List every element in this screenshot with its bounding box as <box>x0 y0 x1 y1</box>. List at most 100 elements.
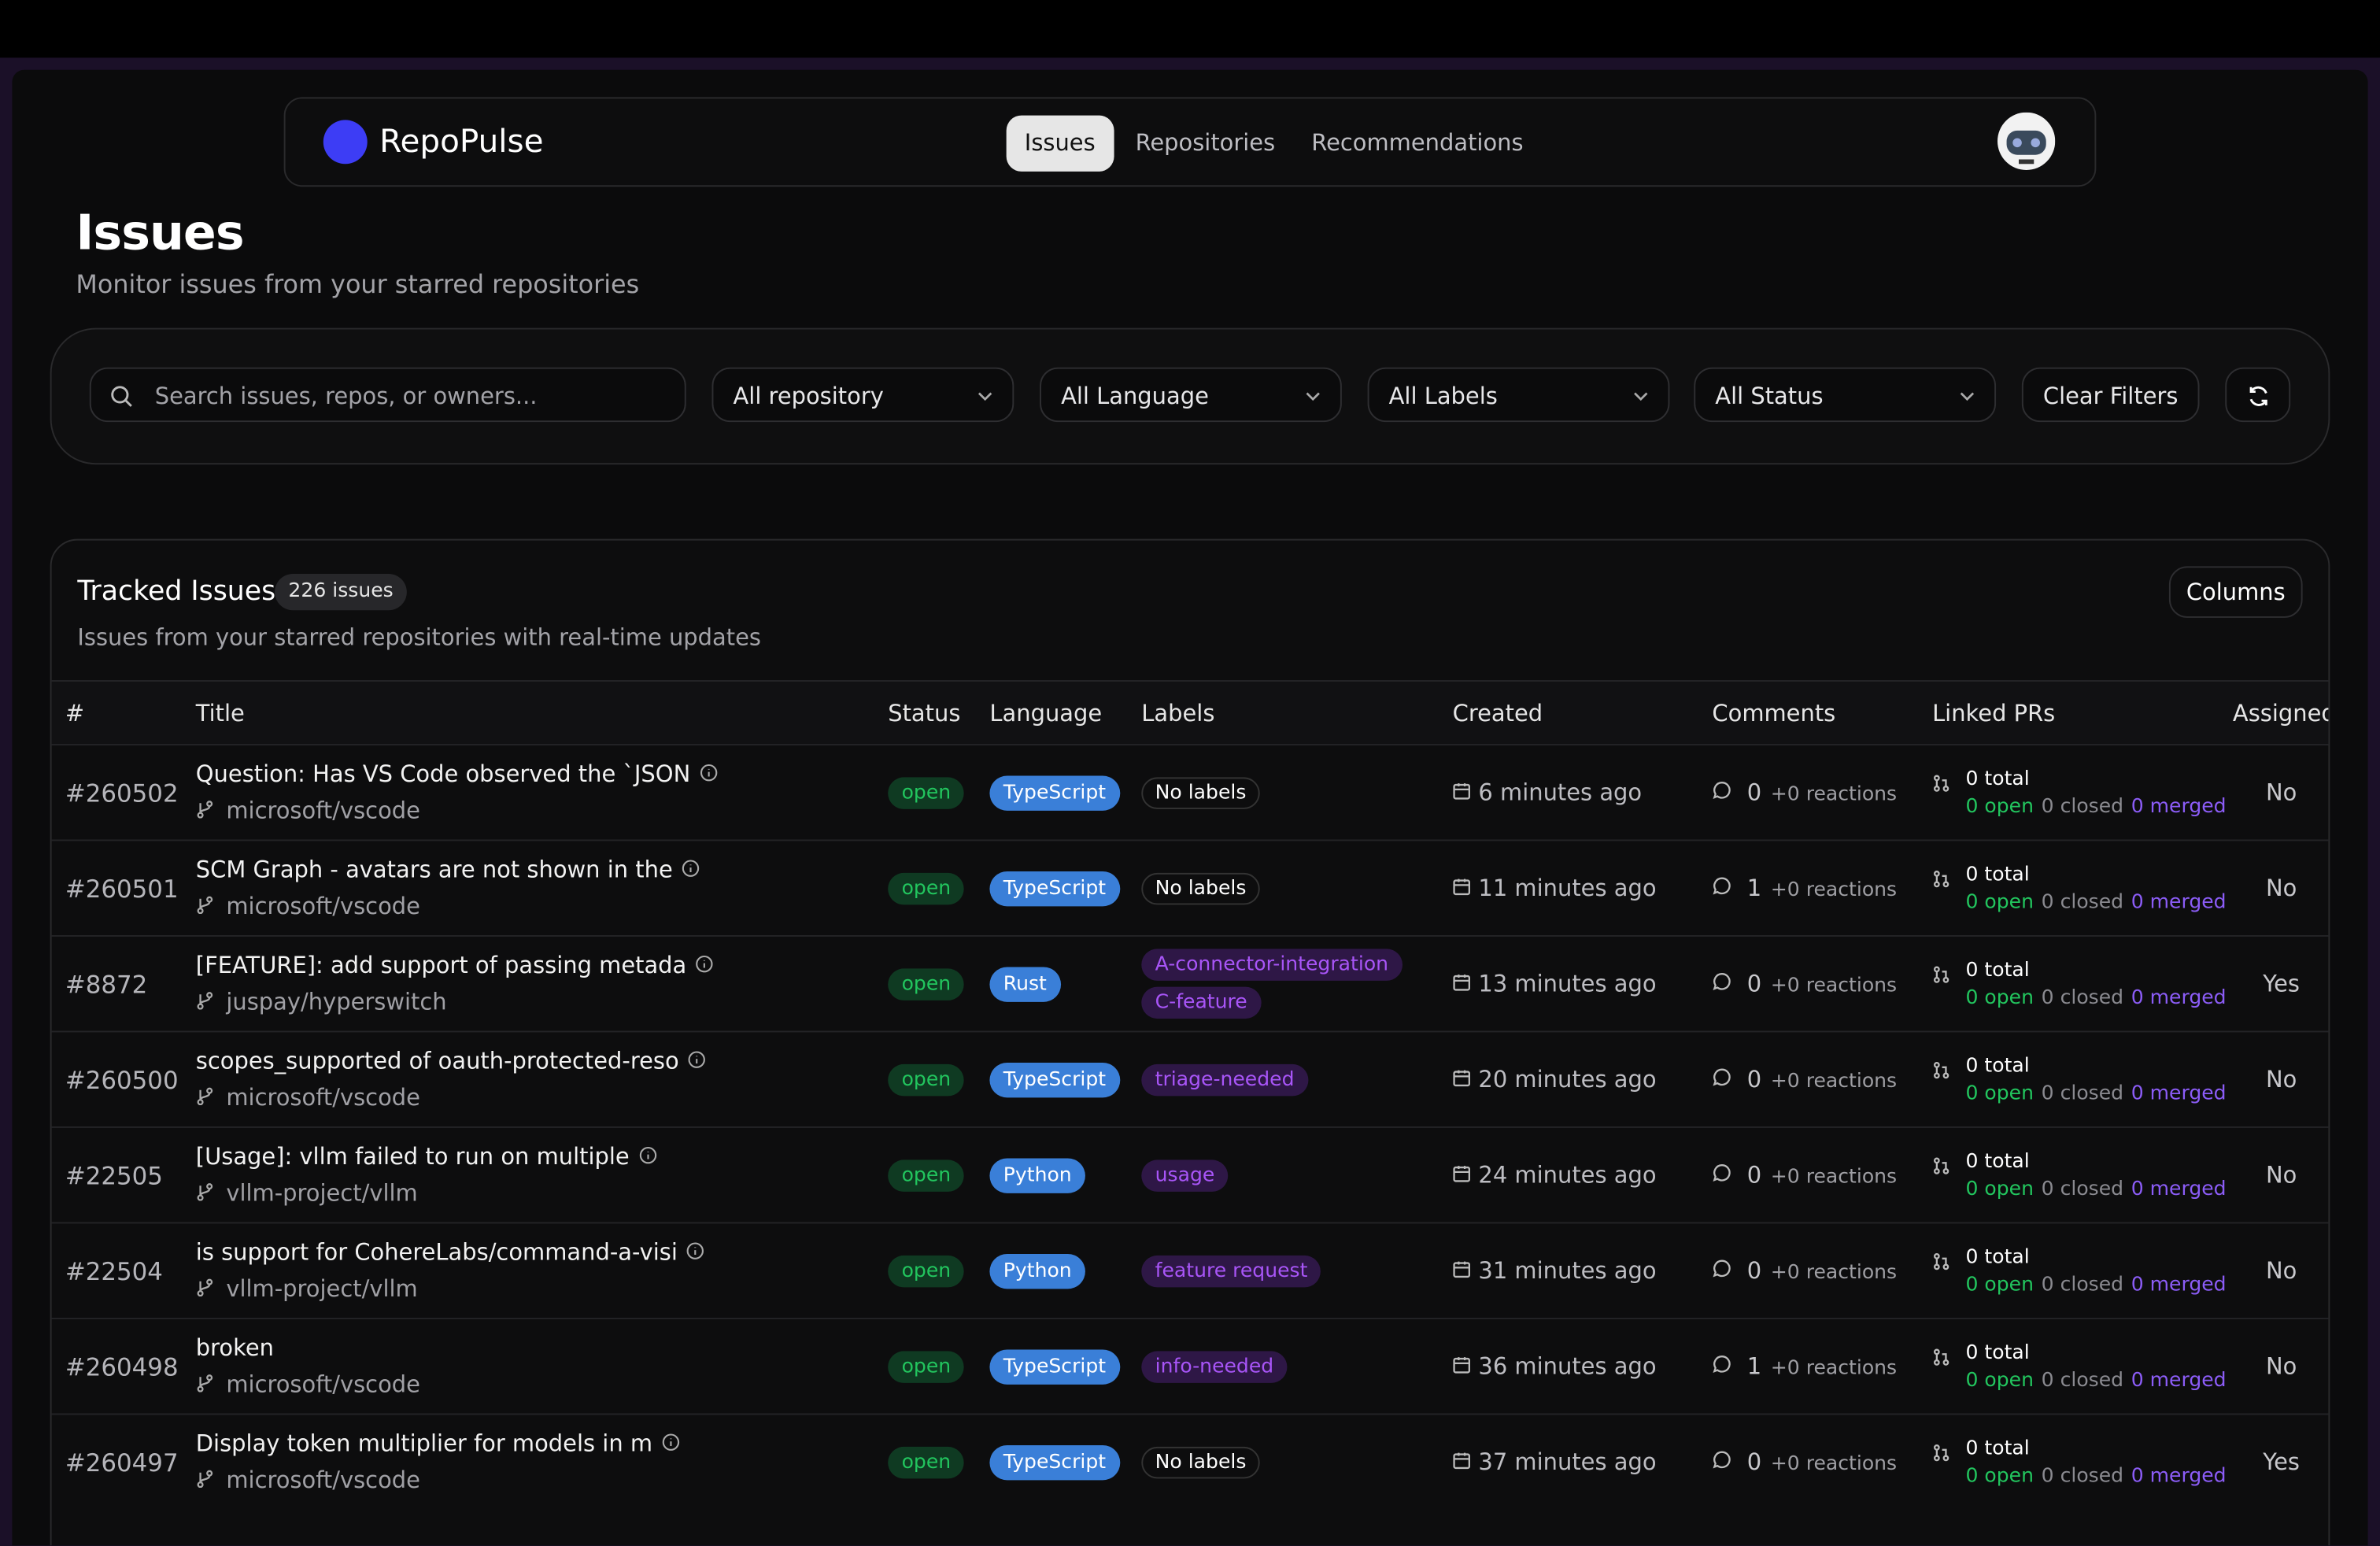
linked-breakdown: 0 open 0 closed 0 merged <box>1965 1464 2226 1487</box>
linked-breakdown: 0 open 0 closed 0 merged <box>1965 795 2226 818</box>
issue-title[interactable]: Question: Has VS Code observed the `JSON <box>195 760 691 788</box>
title-cell: scopes_supported of oauth-protected-reso… <box>196 1048 888 1111</box>
reactions: +0 reactions <box>1770 783 1898 807</box>
created-time: 37 minutes ago <box>1478 1448 1657 1476</box>
comments-cell: 1 +0 reactions <box>1712 875 1932 902</box>
linked-breakdown: 0 open 0 closed 0 merged <box>1965 1273 2226 1296</box>
filter-select[interactable]: All repository <box>711 367 1014 423</box>
linked-closed: 0 closed <box>2041 1464 2124 1488</box>
language-cell: TypeScript <box>989 1348 1141 1384</box>
linked-closed: 0 closed <box>2041 1368 2124 1392</box>
linked-merged: 0 merged <box>2131 1082 2227 1105</box>
repo-name[interactable]: vllm-project/vllm <box>226 1274 418 1303</box>
linked-breakdown: 0 open 0 closed 0 merged <box>1965 1082 2226 1104</box>
repo-name[interactable]: microsoft/vscode <box>226 797 420 825</box>
issue-title[interactable]: scopes_supported of oauth-protected-reso <box>195 1047 679 1075</box>
created-cell: 11 minutes ago <box>1453 875 1713 902</box>
linked-open: 0 open <box>1965 1177 2034 1200</box>
repo-name[interactable]: microsoft/vscode <box>226 892 420 920</box>
filter-select[interactable]: All Labels <box>1367 367 1670 423</box>
table-header-row: # Title Status Language Labels Created Comment… <box>51 679 2330 744</box>
issue-row[interactable]: #260498 broken microsoft/vscode open TypeScr… <box>51 1317 2329 1413</box>
linked-merged: 0 merged <box>2131 1177 2227 1200</box>
linked-total: 0 total <box>1965 1341 2030 1364</box>
filter-select-label: All Language <box>1061 382 1209 410</box>
repo-name[interactable]: juspay/hyperswitch <box>226 988 447 1016</box>
linked-closed: 0 closed <box>2041 794 2124 818</box>
clear-filters[interactable]: Clear Filters <box>2021 367 2200 423</box>
issue-title-line: is support for CohereLabs/command-a-visi <box>195 1238 888 1267</box>
filter-select-label: All Status <box>1715 382 1824 410</box>
search-input[interactable]: Search issues, repos, or owners... <box>89 367 686 423</box>
repo-name[interactable]: microsoft/vscode <box>226 1083 420 1111</box>
status-cell: open <box>888 1063 989 1097</box>
issue-row[interactable]: #260501 SCM Graph - avatars are not shown… <box>51 839 2329 934</box>
column-header: Assigned <box>2232 699 2330 727</box>
column-header: Language <box>989 699 1103 727</box>
issue-title[interactable]: broken <box>195 1334 274 1362</box>
issue-row[interactable]: #260502 Question: Has VS Code observed th… <box>51 743 2329 839</box>
repo-name[interactable]: microsoft/vscode <box>226 1466 420 1494</box>
avatar[interactable] <box>1997 112 2056 170</box>
linked-breakdown: 0 open 0 closed 0 merged <box>1965 890 2226 913</box>
reactions: +0 reactions <box>1770 878 1898 902</box>
issue-row[interactable]: #22504 is support for CohereLabs/command-… <box>51 1222 2329 1317</box>
nav-issues[interactable]: Issues <box>1006 115 1114 172</box>
comments-cell: 0 +0 reactions <box>1712 1161 1932 1189</box>
page-subtitle: Monitor issues from your starred reposit… <box>76 270 640 299</box>
linked-open: 0 open <box>1965 890 2034 914</box>
repo-name[interactable]: microsoft/vscode <box>226 1370 420 1399</box>
column-header: Title <box>195 699 245 727</box>
labels-cell: info-needed <box>1141 1348 1452 1385</box>
linked-total: 0 total <box>1965 958 2030 982</box>
issue-title[interactable]: SCM Graph - avatars are not shown in the <box>195 856 673 884</box>
issue-number: #22505 <box>65 1160 163 1190</box>
issue-number: #260500 <box>65 1064 179 1094</box>
filter-select[interactable]: All Status <box>1694 367 1997 423</box>
repo-name[interactable]: vllm-project/vllm <box>226 1179 418 1208</box>
issue-row[interactable]: #260500 scopes_supported of oauth-protect… <box>51 1030 2329 1126</box>
language-cell: Python <box>989 1157 1141 1193</box>
issue-row[interactable]: #22505 [Usage]: vllm failed to run on mul… <box>51 1126 2329 1222</box>
issue-title[interactable]: Display token multiplier for models in m <box>195 1429 653 1458</box>
issue-title[interactable]: is support for CohereLabs/command-a-visi <box>195 1238 678 1267</box>
labels-cell: A-connector-integration C-feature <box>1141 945 1452 1021</box>
linked-breakdown: 0 open 0 closed 0 merged <box>1965 1369 2226 1392</box>
linked-merged: 0 merged <box>2131 794 2227 818</box>
created-cell: 24 minutes ago <box>1453 1161 1713 1189</box>
repo-line: vllm-project/vllm <box>196 1275 888 1303</box>
linked-prs: 0 total 0 open 0 closed 0 merged <box>1965 767 2226 818</box>
linked-total: 0 total <box>1965 1149 2030 1173</box>
column-header: Created <box>1452 699 1543 727</box>
linked-total: 0 total <box>1965 1245 2030 1269</box>
language-badge: TypeScript <box>989 775 1120 810</box>
issue-title-line: scopes_supported of oauth-protected-reso <box>195 1047 888 1075</box>
column-header: # <box>65 699 85 727</box>
linked-prs: 0 total 0 open 0 closed 0 merged <box>1965 959 2226 1009</box>
linked-total: 0 total <box>1965 767 2030 790</box>
nav-recommendations[interactable]: Recommendations <box>1311 128 1524 157</box>
columns-button[interactable]: Columns <box>2168 566 2303 618</box>
reactions: +0 reactions <box>1770 1070 1898 1093</box>
created-time: 11 minutes ago <box>1478 874 1657 902</box>
issue-row[interactable]: #8872 [FEATURE]: add support of passing m… <box>51 934 2329 1030</box>
issue-title[interactable]: [Usage]: vllm failed to run on multiple <box>195 1143 630 1171</box>
created-cell: 31 minutes ago <box>1453 1257 1713 1285</box>
logo[interactable] <box>323 120 368 165</box>
issue-title-line: broken <box>196 1334 888 1362</box>
issue-number: #260498 <box>65 1352 179 1381</box>
reactions: +0 reactions <box>1770 1261 1898 1285</box>
status-badge: open <box>888 1160 965 1192</box>
refresh-button[interactable] <box>2225 367 2291 423</box>
filter-select[interactable]: All Language <box>1040 367 1342 423</box>
status-cell: open <box>888 1158 989 1192</box>
status-cell: open <box>888 1445 989 1479</box>
linked-prs-cell: 0 total 0 open 0 closed 0 merged <box>1932 1054 2233 1104</box>
brand[interactable]: RepoPulse <box>379 123 544 160</box>
issue-row[interactable]: #260497 Display token multiplier for mode… <box>51 1413 2329 1509</box>
assigned: No <box>2265 1256 2297 1285</box>
issue-title[interactable]: [FEATURE]: add support of passing metada <box>195 952 687 979</box>
issues-table: # Title Status Language Labels Created Comment… <box>51 679 2330 1509</box>
nav-repositories[interactable]: Repositories <box>1135 128 1276 157</box>
label-wrap: C-feature <box>1141 984 1452 1022</box>
